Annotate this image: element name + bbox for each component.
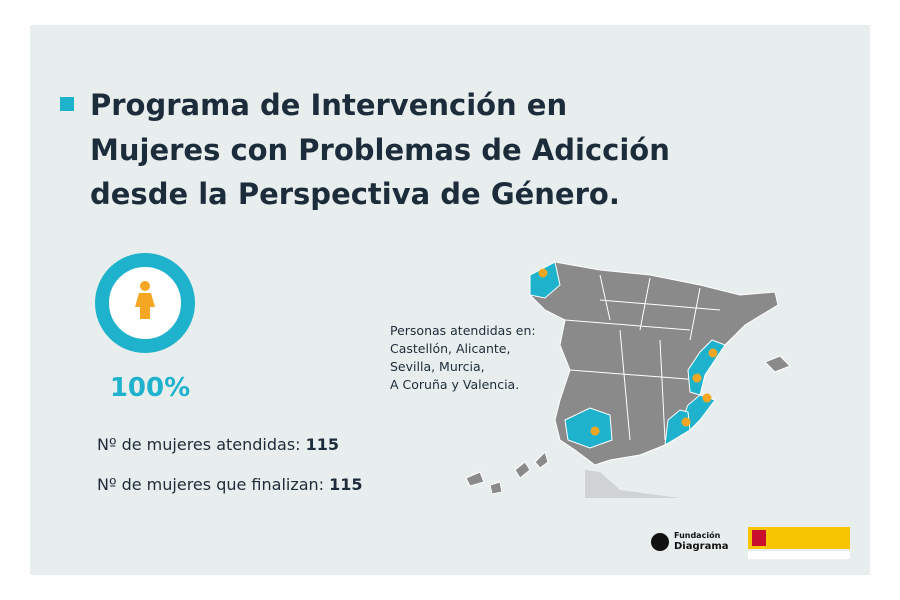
logo-text: Diagrama <box>674 541 728 552</box>
percent: 100% <box>110 373 190 403</box>
stat-label: Nº de mujeres que finalizan: <box>97 475 324 494</box>
map-caption: A Coruña y Valencia. <box>390 377 519 392</box>
stat-value: 115 <box>329 475 362 494</box>
donut <box>95 253 195 353</box>
title-line: Mujeres con Problemas de Adicción <box>90 133 670 167</box>
stat-value: 115 <box>306 435 339 454</box>
map-caption: Castellón, Alicante, <box>390 341 510 356</box>
stat-line: Nº de mujeres atendidas: 115 <box>97 435 339 454</box>
map <box>465 261 791 498</box>
title-line: Programa de Intervención en <box>90 88 567 122</box>
government-logo <box>748 527 850 559</box>
stat-label: Nº de mujeres atendidas: <box>97 435 301 454</box>
logo-text: Fundación <box>674 530 721 540</box>
title-line: desde la Perspectiva de Género. <box>90 177 620 211</box>
bullet <box>60 97 74 111</box>
stat-line: Nº de mujeres que finalizan: 115 <box>97 475 363 494</box>
foundation-logo: Fundación Diagrama <box>651 530 728 552</box>
map-caption: Personas atendidas en: <box>390 323 536 338</box>
map-caption: Sevilla, Murcia, <box>390 359 485 374</box>
